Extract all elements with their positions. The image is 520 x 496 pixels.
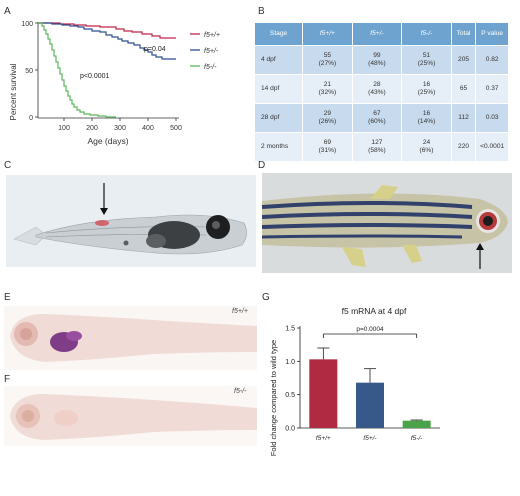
fish-c-illustration <box>13 183 247 255</box>
survival-curve-het <box>38 22 176 60</box>
survival-ylabel: Percent survival <box>9 63 18 120</box>
survival-chart: Percent survival 100 50 0 100 200 300 40… <box>9 21 220 146</box>
panel-label-a: A <box>4 6 11 17</box>
table-header-het: f5+/- <box>352 23 402 45</box>
larva-photo-f <box>4 386 257 446</box>
table-header-wt: f5+/+ <box>303 23 352 45</box>
bar-category-label: f5-/- <box>411 435 423 442</box>
fish-photo-d <box>262 173 512 273</box>
bar-category-label: f5+/+ <box>316 435 331 442</box>
table-cell-wt: 55 (27%) <box>303 46 352 74</box>
bar-ytick-label: 1.0 <box>285 359 295 366</box>
genotype-label-f: f5-/- <box>234 388 247 395</box>
fish-d-illustration <box>262 173 512 273</box>
panel-label-e: E <box>4 292 11 303</box>
table-cell-wt: 21 (32%) <box>303 75 352 103</box>
table-row: 4 dpf 55 (27%) 99 (48%) 51 (25%) 205 0.82 <box>255 46 508 74</box>
table-header-ko: f5-/- <box>402 23 451 45</box>
bar-ytick-label: 0.5 <box>285 392 295 399</box>
survival-xtick-400: 400 <box>142 125 154 132</box>
mrna-bar-chart: f5 mRNA at 4 dpf Fold change compared to… <box>269 306 440 456</box>
table-row: 2 months 69 (31%) 127 (58%) 24 (6%) 220 <0.… <box>255 133 508 161</box>
survival-p-het: p=0.04 <box>144 46 166 53</box>
panel-label-f: F <box>4 374 11 385</box>
survival-curve-ko <box>38 22 116 118</box>
survival-xtick-200: 200 <box>86 125 98 132</box>
table-cell-pvalue: 0.37 <box>476 75 508 103</box>
survival-xtick-500: 500 <box>170 125 182 132</box>
chart-ylabel: Fold change compared to wild type <box>269 340 278 456</box>
survival-ytick-50: 50 <box>25 68 33 75</box>
table-cell-ko: 51 (25%) <box>402 46 451 74</box>
legend-ko: f5-/- <box>204 64 217 71</box>
larva-photo-e <box>4 306 257 370</box>
table-cell-stage: 28 dpf <box>255 104 303 132</box>
table-header-total: Total <box>451 23 476 45</box>
table-cell-wt: 29 (26%) <box>303 104 352 132</box>
genotype-table: Stage f5+/+ f5+/- f5-/- Total P value 4 … <box>254 22 509 162</box>
bar-0 <box>309 359 338 428</box>
survival-xlabel: Age (days) <box>87 136 128 146</box>
panel-label-g: G <box>262 292 270 303</box>
survival-ytick-100: 100 <box>21 21 33 28</box>
bar-category-label: f5+/- <box>363 435 377 442</box>
chart-title: f5 mRNA at 4 dpf <box>342 306 407 316</box>
table-cell-stage: 14 dpf <box>255 75 303 103</box>
table-row: 28 dpf 29 (26%) 67 (60%) 16 (14%) 112 0.03 <box>255 104 508 132</box>
table-cell-wt: 69 (31%) <box>303 133 352 161</box>
table-cell-pvalue: 0.82 <box>476 46 508 74</box>
table-cell-stage: 4 dpf <box>255 46 303 74</box>
table-header-pvalue: P value <box>476 23 508 45</box>
bar-ytick-label: 1.5 <box>285 326 295 333</box>
table-cell-total: 205 <box>451 46 476 74</box>
survival-xtick-100: 100 <box>58 125 70 132</box>
table-cell-total: 220 <box>451 133 476 161</box>
significance-pvalue: p=0.0004 <box>356 326 384 333</box>
bar-2 <box>402 420 431 428</box>
survival-curve-wt <box>38 22 176 39</box>
table-cell-het: 28 (43%) <box>352 75 402 103</box>
panel-label-d: D <box>258 160 266 171</box>
survival-p-ko: p<0.0001 <box>80 73 109 80</box>
legend-wt: f5+/+ <box>204 32 220 39</box>
larva-e-illustration <box>10 314 257 362</box>
table-cell-het: 99 (48%) <box>352 46 402 74</box>
table-row: 14 dpf 21 (32%) 28 (43%) 16 (25%) 65 0.37 <box>255 75 508 103</box>
fish-photo-c <box>6 175 256 267</box>
bar-1 <box>356 382 384 428</box>
table-cell-total: 112 <box>451 104 476 132</box>
legend-het: f5+/- <box>204 48 219 55</box>
table-cell-stage: 2 months <box>255 133 303 161</box>
table-header-stage: Stage <box>255 23 303 45</box>
larva-f-illustration <box>10 394 257 440</box>
table-cell-pvalue: <0.0001 <box>476 133 508 161</box>
bar-ytick-label: 0.0 <box>285 426 295 433</box>
table-cell-total: 65 <box>451 75 476 103</box>
table-cell-het: 67 (60%) <box>352 104 402 132</box>
table-cell-ko: 16 (14%) <box>402 104 451 132</box>
table-cell-ko: 24 (6%) <box>402 133 451 161</box>
table-cell-pvalue: 0.03 <box>476 104 508 132</box>
table-cell-het: 127 (58%) <box>352 133 402 161</box>
panel-label-c: C <box>4 160 12 171</box>
table-cell-ko: 16 (25%) <box>402 75 451 103</box>
survival-ytick-0: 0 <box>29 115 33 122</box>
genotype-label-e: f5+/+ <box>232 308 248 315</box>
panel-label-b: B <box>258 6 265 17</box>
survival-xtick-300: 300 <box>114 125 126 132</box>
